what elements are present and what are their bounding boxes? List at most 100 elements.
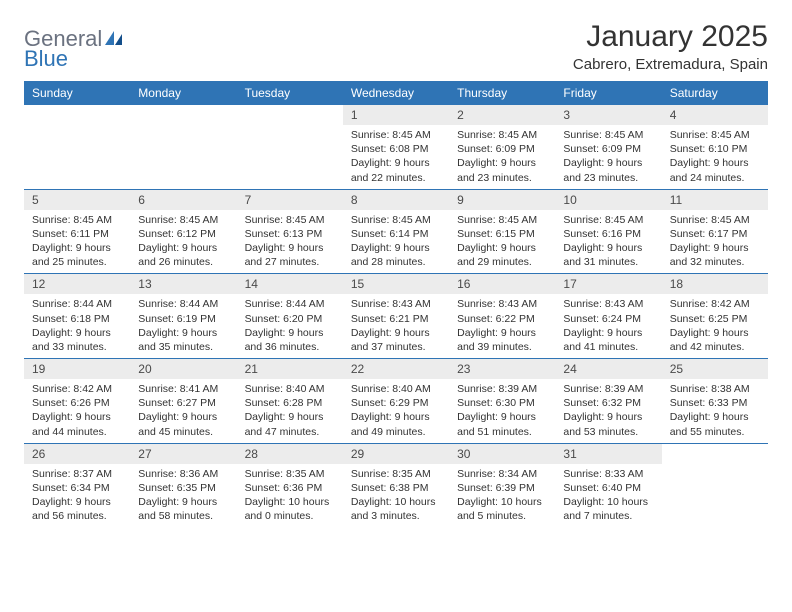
sunset-text: Sunset: 6:15 PM — [457, 227, 547, 241]
calendar-day-cell: 18Sunrise: 8:42 AMSunset: 6:25 PMDayligh… — [662, 274, 768, 359]
calendar-day-cell: 29 Sunrise: 8:35 AMSunset: 6:38 PMDayligh… — [343, 443, 449, 527]
sunrise-text: Sunrise: 8:45 AM — [670, 213, 760, 227]
weekday-header: Wednesday — [343, 81, 449, 105]
day-number: 10 — [555, 190, 661, 210]
day-number: 15 — [343, 274, 449, 294]
daylight-text: Daylight: 9 hours and 23 minutes. — [457, 156, 547, 184]
day-number: 7 — [237, 190, 343, 210]
sunrise-text: Sunrise: 8:44 AM — [245, 297, 335, 311]
day-content: Sunrise: 8:39 AMSunset: 6:30 PMDaylight:… — [449, 379, 555, 443]
calendar-day-cell: 27Sunrise: 8:36 AMSunset: 6:35 PMDayligh… — [130, 443, 236, 527]
day-number: 21 — [237, 359, 343, 379]
calendar-day-cell: 3Sunrise: 8:45 AMSunset: 6:09 PMDaylight… — [555, 105, 661, 189]
day-number: 9 — [449, 190, 555, 210]
sunset-text: Sunset: 6:16 PM — [563, 227, 653, 241]
daylight-text: Daylight: 9 hours and 36 minutes. — [245, 326, 335, 354]
day-content: Sunrise: 8:41 AMSunset: 6:27 PMDaylight:… — [130, 379, 236, 443]
sunrise-text: Sunrise: 8:41 AM — [138, 382, 228, 396]
daylight-text: Daylight: 9 hours and 55 minutes. — [670, 410, 760, 438]
day-content: Sunrise: 8:43 AMSunset: 6:21 PMDaylight:… — [343, 294, 449, 358]
day-content: Sunrise: 8:45 AMSunset: 6:15 PMDaylight:… — [449, 210, 555, 274]
sunrise-text: Sunrise: 8:42 AM — [670, 297, 760, 311]
sunrise-text: Sunrise: 8:44 AM — [32, 297, 122, 311]
daylight-text: Daylight: 9 hours and 51 minutes. — [457, 410, 547, 438]
day-number: 29 — [343, 444, 449, 464]
sunrise-text: Sunrise: 8:44 AM — [138, 297, 228, 311]
weekday-header: Tuesday — [237, 81, 343, 105]
sunrise-text: Sunrise: 8:45 AM — [563, 128, 653, 142]
day-number: 20 — [130, 359, 236, 379]
sunset-text: Sunset: 6:38 PM — [351, 481, 441, 495]
day-number: 6 — [130, 190, 236, 210]
sunrise-text: Sunrise: 8:45 AM — [457, 128, 547, 142]
sunrise-text: Sunrise: 8:34 AM — [457, 467, 547, 481]
month-title: January 2025 — [573, 20, 768, 54]
daylight-text: Daylight: 9 hours and 58 minutes. — [138, 495, 228, 523]
logo: General Blue — [24, 26, 124, 72]
day-number: 2 — [449, 105, 555, 125]
title-block: January 2025 Cabrero, Extremadura, Spain — [573, 20, 768, 73]
calendar-week-row: 5Sunrise: 8:45 AMSunset: 6:11 PMDaylight… — [24, 189, 768, 274]
sunset-text: Sunset: 6:19 PM — [138, 312, 228, 326]
daylight-text: Daylight: 9 hours and 56 minutes. — [32, 495, 122, 523]
sunset-text: Sunset: 6:36 PM — [245, 481, 335, 495]
daylight-text: Daylight: 10 hours and 3 minutes. — [351, 495, 441, 523]
daylight-text: Daylight: 9 hours and 31 minutes. — [563, 241, 653, 269]
sunrise-text: Sunrise: 8:45 AM — [563, 213, 653, 227]
day-number: 17 — [555, 274, 661, 294]
daylight-text: Daylight: 9 hours and 33 minutes. — [32, 326, 122, 354]
sunset-text: Sunset: 6:32 PM — [563, 396, 653, 410]
day-content: Sunrise: 8:43 AMSunset: 6:24 PMDaylight:… — [555, 294, 661, 358]
sunrise-text: Sunrise: 8:35 AM — [351, 467, 441, 481]
daylight-text: Daylight: 9 hours and 35 minutes. — [138, 326, 228, 354]
header: General Blue January 2025 Cabrero, Extre… — [24, 20, 768, 73]
calendar-day-cell — [237, 105, 343, 189]
sunrise-text: Sunrise: 8:36 AM — [138, 467, 228, 481]
sunset-text: Sunset: 6:33 PM — [670, 396, 760, 410]
sunrise-text: Sunrise: 8:40 AM — [245, 382, 335, 396]
day-number — [24, 105, 130, 125]
sunrise-text: Sunrise: 8:40 AM — [351, 382, 441, 396]
calendar-day-cell: 21Sunrise: 8:40 AMSunset: 6:28 PMDayligh… — [237, 359, 343, 444]
daylight-text: Daylight: 9 hours and 39 minutes. — [457, 326, 547, 354]
day-number: 26 — [24, 444, 130, 464]
sunrise-text: Sunrise: 8:39 AM — [563, 382, 653, 396]
calendar-table: Sunday Monday Tuesday Wednesday Thursday… — [24, 81, 768, 527]
day-content: Sunrise: 8:45 AMSunset: 6:16 PMDaylight:… — [555, 210, 661, 274]
daylight-text: Daylight: 9 hours and 29 minutes. — [457, 241, 547, 269]
day-number: 18 — [662, 274, 768, 294]
location: Cabrero, Extremadura, Spain — [573, 56, 768, 73]
day-content: Sunrise: 8:45 AMSunset: 6:17 PMDaylight:… — [662, 210, 768, 274]
day-number: 30 — [449, 444, 555, 464]
calendar-day-cell: 1Sunrise: 8:45 AMSunset: 6:08 PMDaylight… — [343, 105, 449, 189]
sunset-text: Sunset: 6:34 PM — [32, 481, 122, 495]
sunrise-text: Sunrise: 8:42 AM — [32, 382, 122, 396]
calendar-day-cell: 24Sunrise: 8:39 AMSunset: 6:32 PMDayligh… — [555, 359, 661, 444]
daylight-text: Daylight: 9 hours and 37 minutes. — [351, 326, 441, 354]
day-number: 24 — [555, 359, 661, 379]
sunset-text: Sunset: 6:11 PM — [32, 227, 122, 241]
sunset-text: Sunset: 6:39 PM — [457, 481, 547, 495]
daylight-text: Daylight: 9 hours and 44 minutes. — [32, 410, 122, 438]
calendar-day-cell: 19Sunrise: 8:42 AMSunset: 6:26 PMDayligh… — [24, 359, 130, 444]
day-content: Sunrise: 8:45 AMSunset: 6:09 PMDaylight:… — [555, 125, 661, 189]
day-number: 28 — [237, 444, 343, 464]
calendar-day-cell: 4Sunrise: 8:45 AMSunset: 6:10 PMDaylight… — [662, 105, 768, 189]
sunset-text: Sunset: 6:12 PM — [138, 227, 228, 241]
day-number: 12 — [24, 274, 130, 294]
day-number: 27 — [130, 444, 236, 464]
logo-text-wrapper: General Blue — [24, 26, 124, 72]
weekday-header: Monday — [130, 81, 236, 105]
sunset-text: Sunset: 6:30 PM — [457, 396, 547, 410]
sunrise-text: Sunrise: 8:45 AM — [32, 213, 122, 227]
sunset-text: Sunset: 6:08 PM — [351, 142, 441, 156]
calendar-day-cell: 9Sunrise: 8:45 AMSunset: 6:15 PMDaylight… — [449, 189, 555, 274]
day-content: Sunrise: 8:34 AMSunset: 6:39 PMDaylight:… — [449, 464, 555, 528]
day-content: Sunrise: 8:33 AMSunset: 6:40 PMDaylight:… — [555, 464, 661, 528]
day-number: 16 — [449, 274, 555, 294]
day-content: Sunrise: 8:45 AMSunset: 6:10 PMDaylight:… — [662, 125, 768, 189]
calendar-day-cell: 16Sunrise: 8:43 AMSunset: 6:22 PMDayligh… — [449, 274, 555, 359]
calendar-day-cell — [24, 105, 130, 189]
calendar-day-cell: 17Sunrise: 8:43 AMSunset: 6:24 PMDayligh… — [555, 274, 661, 359]
sunset-text: Sunset: 6:40 PM — [563, 481, 653, 495]
